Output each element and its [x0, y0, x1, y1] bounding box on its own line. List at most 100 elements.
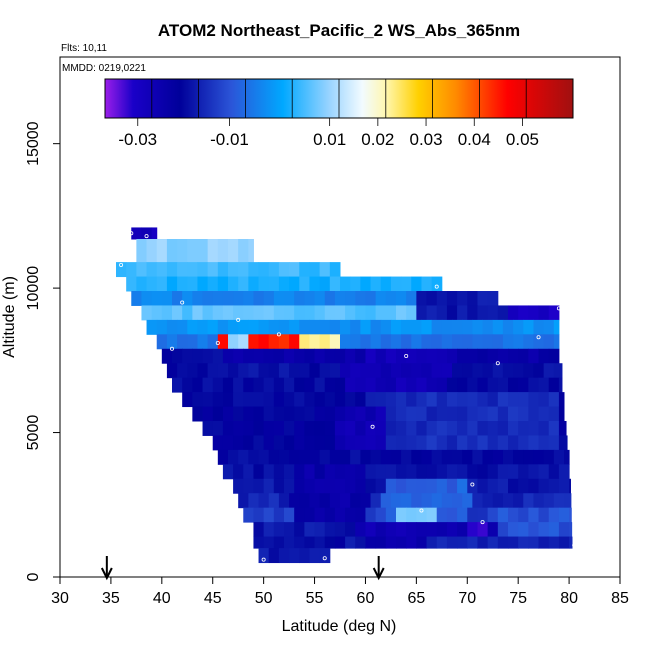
- heatmap-cell: [294, 406, 305, 422]
- heatmap-cell: [319, 493, 331, 509]
- heatmap-cell: [202, 348, 214, 364]
- heatmap-cell: [355, 348, 366, 364]
- heatmap-cell: [166, 239, 178, 263]
- heatmap-cell: [177, 239, 188, 263]
- heatmap-cell: [217, 449, 229, 465]
- heatmap-cell: [253, 305, 265, 321]
- heatmap-cell: [523, 449, 534, 465]
- heatmap-cell: [253, 507, 265, 523]
- heatmap-cell: [334, 464, 346, 480]
- heatmap-cell: [340, 449, 351, 465]
- heatmap-cell: [228, 239, 239, 263]
- heatmap-cell: [299, 493, 310, 509]
- heatmap-cell: [497, 377, 509, 393]
- heatmap-cell: [238, 493, 249, 509]
- heatmap-cell: [329, 449, 341, 465]
- heatmap-cell: [360, 363, 372, 379]
- heatmap-cell: [482, 319, 494, 335]
- heatmap-cell: [268, 449, 280, 465]
- heatmap-cell: [416, 536, 428, 549]
- heatmap-cell: [345, 305, 356, 321]
- heatmap-cell: [487, 406, 499, 422]
- heatmap-cell: [166, 363, 178, 379]
- heatmap-cell: [360, 449, 372, 465]
- latitude-arrow-head: [372, 567, 385, 581]
- heatmap-cell: [533, 334, 545, 350]
- heatmap-cell: [334, 392, 346, 408]
- heatmap-cell: [365, 536, 377, 549]
- heatmap-cell: [284, 478, 295, 494]
- heatmap-cell: [156, 276, 168, 292]
- heatmap-cell: [187, 262, 198, 278]
- heatmap-cell: [487, 435, 499, 451]
- heatmap-cell: [212, 406, 224, 422]
- colorbar: -0.03 -0.01 0.01 0.02 0.03 0.04 0.05: [104, 78, 574, 149]
- heatmap-cell: [319, 548, 331, 564]
- heatmap-cell: [289, 548, 300, 564]
- heatmap-cell: [462, 334, 473, 350]
- heatmap-cell: [273, 478, 285, 494]
- heatmap-cell: [278, 319, 290, 335]
- heatmap-cell: [263, 392, 275, 408]
- heatmap-cell: [212, 421, 224, 436]
- heatmap-cell: [350, 276, 361, 292]
- heatmap-cell: [431, 363, 443, 379]
- heatmap-cell: [345, 536, 356, 549]
- heatmap-cell: [248, 449, 260, 465]
- heatmap-cell: [390, 319, 402, 335]
- heatmap-cell: [161, 291, 173, 306]
- heatmap-cell: [543, 319, 555, 335]
- heatmap-cell: [228, 276, 239, 292]
- heatmap-cell: [508, 406, 519, 422]
- heatmap-cell: [273, 435, 285, 451]
- heatmap-cell: [436, 392, 448, 408]
- colorbar-tick-label: 0.02: [361, 130, 394, 149]
- heatmap-cell: [278, 548, 290, 564]
- heatmap-cell: [345, 291, 356, 306]
- heatmap-cell: [472, 334, 484, 350]
- heatmap-cell: [390, 276, 402, 292]
- heatmap-cell: [197, 363, 209, 379]
- heatmap-cell: [365, 348, 377, 364]
- heatmap-cell: [436, 478, 448, 494]
- heatmap-cell: [263, 435, 275, 451]
- heatmap-cell: [538, 522, 550, 538]
- heatmap-cell: [406, 478, 417, 494]
- heatmap-cell: [263, 305, 275, 321]
- heatmap-cell: [131, 291, 142, 306]
- heatmap-cell: [426, 406, 438, 422]
- heatmap-cell: [528, 522, 540, 538]
- heatmap-cell: [518, 305, 529, 321]
- colorbar-tick-label: 0.03: [410, 130, 443, 149]
- heatmap-cell: [289, 319, 300, 335]
- heatmap-cell: [207, 319, 219, 335]
- heatmap-cell: [375, 392, 387, 408]
- heatmap-cell: [543, 334, 555, 350]
- heatmap-cell: [355, 507, 366, 523]
- heatmap-cell: [258, 262, 270, 278]
- heatmap-cell: [406, 348, 417, 364]
- colorbar-tick-label: -0.01: [210, 130, 249, 149]
- heatmap-cell: [365, 377, 377, 393]
- heatmap-cell: [177, 363, 188, 379]
- heatmap-cell: [426, 421, 438, 436]
- heatmap-cell: [304, 435, 316, 451]
- heatmap-cell: [457, 305, 468, 321]
- heatmap-cell: [497, 478, 509, 494]
- heatmap-cell: [263, 291, 275, 306]
- sample-point: [572, 543, 577, 548]
- heatmap-cell: [406, 536, 417, 549]
- heatmap-cell: [497, 522, 509, 538]
- heatmap-cell: [238, 449, 249, 465]
- heatmap-cell: [426, 377, 438, 393]
- heatmap-cell: [472, 493, 484, 509]
- y-tick-label: 0: [25, 572, 42, 581]
- heatmap-cell: [294, 507, 305, 523]
- heatmap-cell: [360, 319, 372, 335]
- heatmap-cell: [502, 334, 514, 350]
- sample-point: [129, 231, 134, 236]
- heatmap-cell: [564, 449, 570, 465]
- heatmap-cell: [528, 464, 540, 480]
- heatmap-cell: [233, 406, 244, 422]
- heatmap-cell: [497, 348, 509, 364]
